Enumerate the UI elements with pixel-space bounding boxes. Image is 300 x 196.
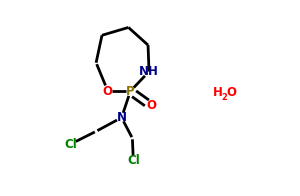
Text: 2: 2 <box>221 93 227 103</box>
Text: N: N <box>117 111 127 124</box>
Text: O: O <box>103 85 113 98</box>
Text: NH: NH <box>139 65 159 78</box>
Text: Cl: Cl <box>127 154 140 167</box>
Text: H: H <box>213 86 223 99</box>
Text: O: O <box>146 99 156 112</box>
Text: P: P <box>126 85 135 98</box>
Text: O: O <box>226 86 236 99</box>
Text: Cl: Cl <box>64 138 77 151</box>
